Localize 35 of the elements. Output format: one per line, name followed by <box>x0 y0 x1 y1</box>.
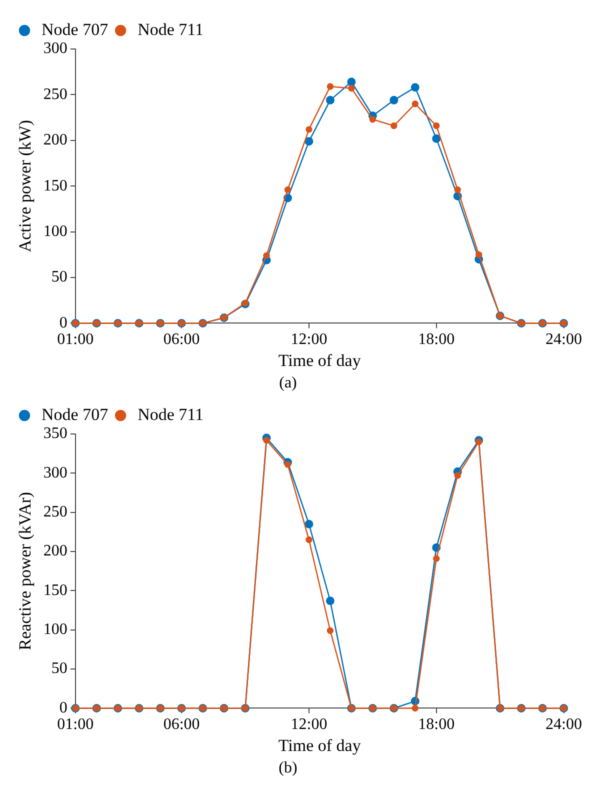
y-tick-label: 150 <box>43 177 68 194</box>
y-tick-label: 100 <box>43 223 68 240</box>
x-tick-label: 18:00 <box>418 331 455 348</box>
y-tick-label: 100 <box>43 621 68 638</box>
legend-label: Node 707 <box>42 404 109 424</box>
x-tick-label: 01:00 <box>57 716 94 734</box>
x-tick-label: 24:00 <box>546 716 582 734</box>
y-tick-label: 0 <box>59 699 68 716</box>
x-tick-label: 01:00 <box>57 331 94 348</box>
x-axis-title: Time of day <box>278 351 362 370</box>
y-tick-label: 50 <box>51 660 68 678</box>
x-tick-label: 12:00 <box>290 716 328 734</box>
y-tick-label: 300 <box>43 464 68 482</box>
y-tick-label: 350 <box>43 425 68 442</box>
y-tick-label: 300 <box>43 40 68 58</box>
y-tick-label: 250 <box>43 504 68 521</box>
text: (b) <box>278 760 298 777</box>
x-tick-label: 12:00 <box>290 331 328 348</box>
text: (a) <box>279 374 297 392</box>
y-tick-label: 0 <box>59 314 68 332</box>
y-axis-title: Reactive power (kVAr) <box>16 492 35 650</box>
x-tick-label: 06:00 <box>163 331 200 348</box>
x-axis-title: Time of day <box>278 736 362 756</box>
x-tick-label: 06:00 <box>163 716 200 734</box>
y-tick-label: 150 <box>43 582 68 599</box>
y-tick-label: 250 <box>43 86 68 103</box>
x-tick-label: 18:00 <box>418 716 455 734</box>
y-tick-label: 200 <box>43 132 68 149</box>
x-tick-label: 24:00 <box>546 331 582 348</box>
y-tick-label: 200 <box>43 542 68 560</box>
legend-label: Node 711 <box>138 20 204 39</box>
legend-label: Node 711 <box>138 404 204 424</box>
y-axis-title: Active power (kW) <box>16 120 35 252</box>
legend-label: Node 707 <box>42 20 109 39</box>
y-tick-label: 50 <box>51 268 68 286</box>
